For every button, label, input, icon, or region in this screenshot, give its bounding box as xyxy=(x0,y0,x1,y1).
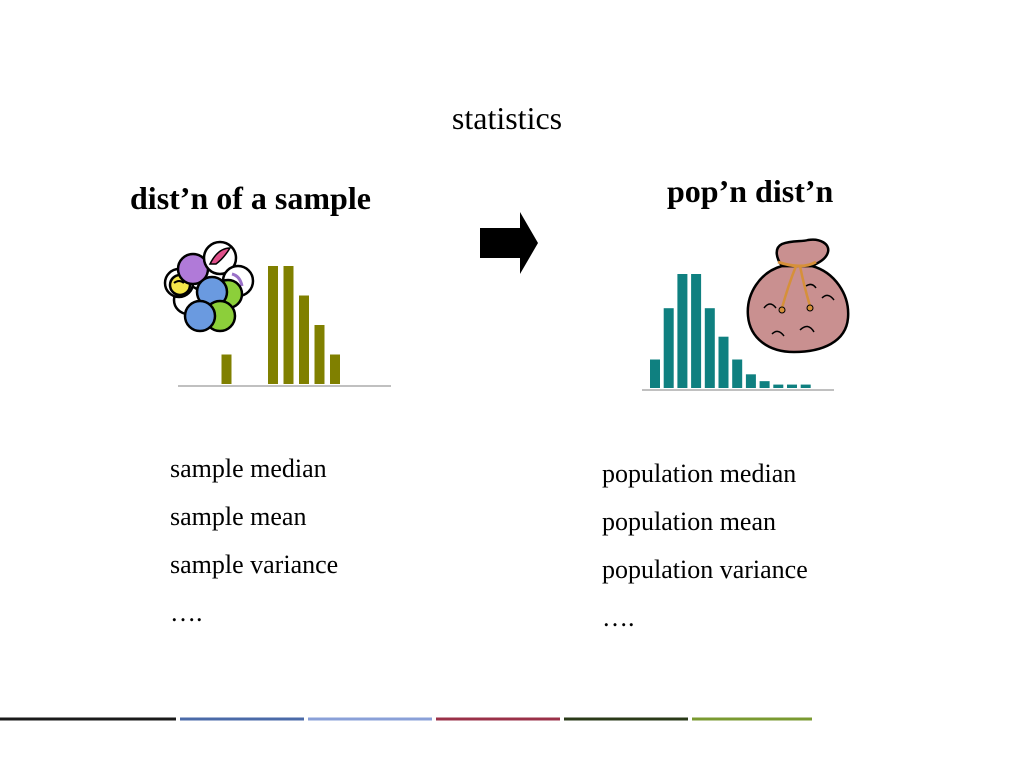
list-item: population variance xyxy=(602,555,808,584)
population-bar xyxy=(677,274,688,388)
list-item: sample median xyxy=(170,454,327,483)
sample-bar xyxy=(268,266,278,384)
sample-bar xyxy=(299,295,309,384)
population-bar xyxy=(650,359,660,388)
list-item: population mean xyxy=(602,507,777,536)
population-bar xyxy=(718,336,729,388)
sample-distribution-heading: dist’n of a sample xyxy=(130,180,371,216)
sample-bar xyxy=(221,354,232,384)
population-histogram xyxy=(642,274,834,391)
population-statistics-list: population median population mean popula… xyxy=(602,459,808,651)
list-item: sample variance xyxy=(170,550,339,579)
population-bar xyxy=(663,308,674,388)
sample-bar xyxy=(330,354,340,384)
list-item: sample mean xyxy=(170,502,307,531)
population-distribution-heading: pop’n dist’n xyxy=(667,173,834,209)
population-bar xyxy=(704,308,715,388)
population-bar xyxy=(691,274,702,388)
right-arrow-icon xyxy=(480,212,538,274)
marbles-icon xyxy=(163,240,255,333)
list-item: …. xyxy=(170,598,203,627)
sample-statistics-list: sample median sample mean sample varianc… xyxy=(170,454,338,646)
sample-histogram xyxy=(178,266,391,387)
population-bar xyxy=(787,384,797,388)
slide-title: statistics xyxy=(451,100,563,136)
list-item: …. xyxy=(602,603,635,632)
population-bar xyxy=(732,359,743,388)
footer-color-rule xyxy=(0,717,812,721)
population-bar xyxy=(800,384,811,388)
sample-bar xyxy=(314,325,325,384)
sample-bar xyxy=(283,266,294,384)
population-bar xyxy=(759,381,770,388)
population-bar xyxy=(773,384,784,388)
list-item: population median xyxy=(602,459,797,488)
population-bar xyxy=(745,374,756,388)
money-bag-icon xyxy=(746,238,850,354)
